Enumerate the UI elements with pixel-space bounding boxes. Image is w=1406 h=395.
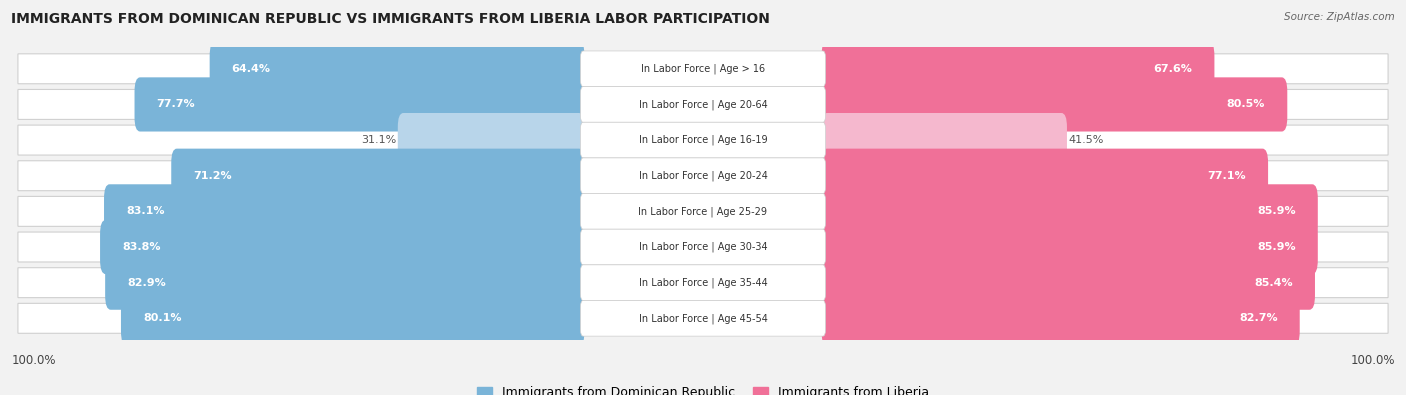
FancyBboxPatch shape [18, 54, 1388, 84]
FancyBboxPatch shape [821, 256, 1315, 310]
FancyBboxPatch shape [821, 149, 1268, 203]
Text: 41.5%: 41.5% [1069, 135, 1104, 145]
Text: Source: ZipAtlas.com: Source: ZipAtlas.com [1284, 12, 1395, 22]
FancyBboxPatch shape [581, 158, 825, 194]
Text: 85.9%: 85.9% [1257, 206, 1296, 216]
FancyBboxPatch shape [581, 265, 825, 301]
FancyBboxPatch shape [172, 149, 585, 203]
FancyBboxPatch shape [821, 220, 1317, 274]
Text: 31.1%: 31.1% [361, 135, 396, 145]
Text: In Labor Force | Age 25-29: In Labor Force | Age 25-29 [638, 206, 768, 216]
FancyBboxPatch shape [821, 77, 1288, 132]
FancyBboxPatch shape [18, 232, 1388, 262]
Text: 80.1%: 80.1% [143, 313, 181, 324]
FancyBboxPatch shape [581, 51, 825, 87]
Text: 100.0%: 100.0% [11, 354, 56, 367]
FancyBboxPatch shape [18, 125, 1388, 155]
FancyBboxPatch shape [100, 220, 585, 274]
Text: IMMIGRANTS FROM DOMINICAN REPUBLIC VS IMMIGRANTS FROM LIBERIA LABOR PARTICIPATIO: IMMIGRANTS FROM DOMINICAN REPUBLIC VS IM… [11, 12, 770, 26]
FancyBboxPatch shape [18, 89, 1388, 119]
FancyBboxPatch shape [398, 113, 585, 167]
FancyBboxPatch shape [18, 303, 1388, 333]
FancyBboxPatch shape [581, 87, 825, 122]
Text: 85.4%: 85.4% [1254, 278, 1294, 288]
FancyBboxPatch shape [581, 229, 825, 265]
FancyBboxPatch shape [821, 113, 1067, 167]
FancyBboxPatch shape [821, 42, 1215, 96]
Legend: Immigrants from Dominican Republic, Immigrants from Liberia: Immigrants from Dominican Republic, Immi… [471, 381, 935, 395]
Text: In Labor Force | Age > 16: In Labor Force | Age > 16 [641, 64, 765, 74]
Text: 64.4%: 64.4% [232, 64, 271, 74]
Text: In Labor Force | Age 35-44: In Labor Force | Age 35-44 [638, 277, 768, 288]
FancyBboxPatch shape [821, 184, 1317, 239]
Text: 82.9%: 82.9% [127, 278, 166, 288]
Text: In Labor Force | Age 30-34: In Labor Force | Age 30-34 [638, 242, 768, 252]
FancyBboxPatch shape [581, 194, 825, 229]
FancyBboxPatch shape [18, 161, 1388, 191]
Text: In Labor Force | Age 20-24: In Labor Force | Age 20-24 [638, 171, 768, 181]
Text: 83.1%: 83.1% [127, 206, 165, 216]
FancyBboxPatch shape [121, 291, 585, 345]
FancyBboxPatch shape [18, 268, 1388, 298]
FancyBboxPatch shape [209, 42, 585, 96]
FancyBboxPatch shape [821, 291, 1299, 345]
FancyBboxPatch shape [18, 196, 1388, 226]
Text: 71.2%: 71.2% [193, 171, 232, 181]
FancyBboxPatch shape [581, 301, 825, 336]
FancyBboxPatch shape [581, 122, 825, 158]
Text: 83.8%: 83.8% [122, 242, 160, 252]
FancyBboxPatch shape [135, 77, 585, 132]
Text: In Labor Force | Age 16-19: In Labor Force | Age 16-19 [638, 135, 768, 145]
Text: 67.6%: 67.6% [1153, 64, 1192, 74]
Text: In Labor Force | Age 45-54: In Labor Force | Age 45-54 [638, 313, 768, 324]
Text: 77.1%: 77.1% [1208, 171, 1246, 181]
Text: In Labor Force | Age 20-64: In Labor Force | Age 20-64 [638, 99, 768, 110]
Text: 80.5%: 80.5% [1227, 100, 1265, 109]
FancyBboxPatch shape [104, 184, 585, 239]
Text: 100.0%: 100.0% [1350, 354, 1395, 367]
FancyBboxPatch shape [105, 256, 585, 310]
Text: 77.7%: 77.7% [156, 100, 195, 109]
Text: 82.7%: 82.7% [1239, 313, 1278, 324]
Text: 85.9%: 85.9% [1257, 242, 1296, 252]
